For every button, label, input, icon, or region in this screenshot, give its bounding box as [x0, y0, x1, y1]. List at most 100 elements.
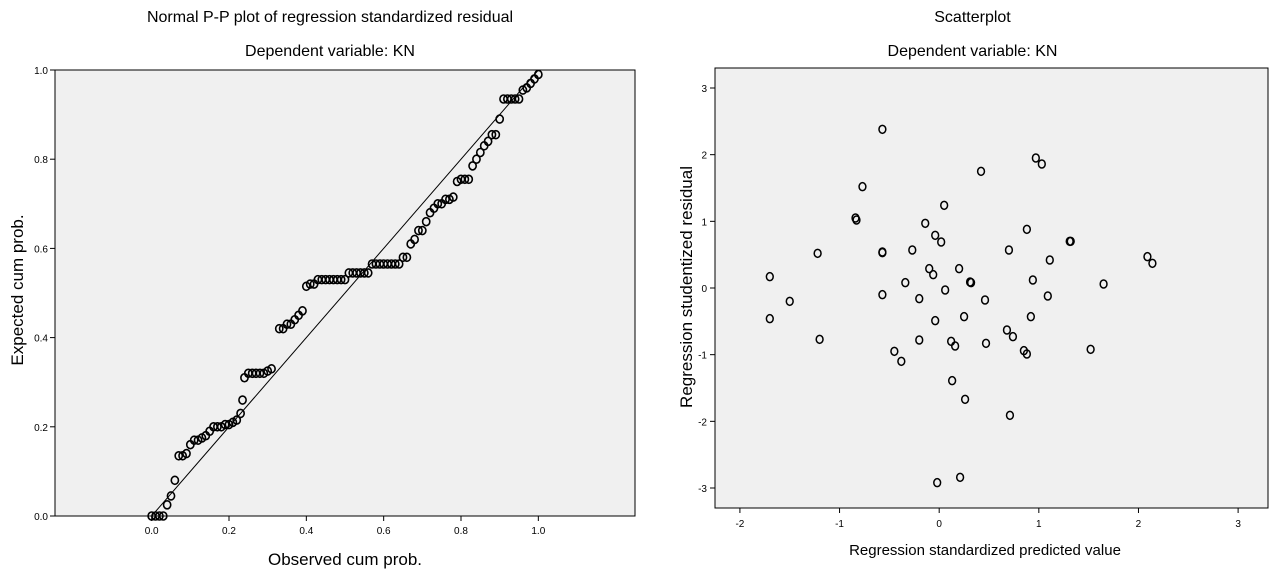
pp-data-point	[238, 395, 247, 405]
pp-data-point	[421, 216, 431, 227]
sc-data-point	[901, 277, 910, 288]
pp-x-tick-label: 0.2	[222, 526, 236, 537]
pp-data-point	[174, 450, 184, 461]
sc-data-point	[954, 263, 964, 274]
pp-data-point	[305, 279, 315, 289]
pp-data-point	[390, 259, 400, 269]
pp-data-point	[441, 194, 450, 205]
sc-data-point	[1026, 311, 1036, 322]
sc-data-point	[852, 215, 861, 225]
pp-y-tick-label: 0.8	[34, 155, 48, 166]
pp-data-point	[363, 268, 373, 278]
sc-data-point	[929, 269, 938, 280]
pp-plot-y-label: Expected cum prob.	[8, 214, 27, 365]
sc-data-point	[815, 334, 824, 345]
pp-data-point	[336, 274, 346, 285]
pp-data-point	[189, 435, 199, 445]
pp-data-point	[533, 69, 543, 80]
sc-data-point	[921, 218, 930, 229]
pp-data-point	[491, 129, 501, 140]
sc-data-point	[1031, 153, 1040, 163]
pp-y-tick-label: 0.6	[34, 244, 48, 255]
sc-data-point	[785, 296, 794, 307]
pp-y-tick-label: 0.4	[34, 334, 48, 345]
pp-data-point	[232, 415, 242, 425]
sc-data-point	[1028, 275, 1038, 285]
pp-data-point	[448, 192, 458, 202]
sc-data-point	[765, 313, 774, 324]
sc-data-point	[1022, 349, 1032, 359]
sc-y-tick-label: 2	[701, 151, 707, 162]
pp-data-point	[162, 500, 172, 510]
pp-data-point	[417, 225, 427, 236]
pp-data-point	[514, 94, 524, 104]
sc-data-point	[955, 472, 965, 483]
sc-x-tick-label: -1	[835, 519, 844, 530]
pp-data-point	[220, 419, 230, 430]
pp-y-tick-label: 0.2	[34, 423, 48, 434]
pp-y-tick-label: 0.0	[34, 512, 48, 523]
sc-data-point	[1066, 236, 1075, 247]
sc-y-tick-label: -2	[698, 417, 707, 428]
sc-data-point	[1086, 344, 1095, 355]
pp-plot-panel: Normal P-P plot of regression standardiz…	[8, 9, 636, 569]
sc-data-point	[765, 271, 774, 282]
sc-data-point	[813, 248, 822, 259]
sc-y-tick-label: -3	[698, 484, 707, 495]
sc-y-tick-label: -1	[698, 351, 707, 362]
sc-data-point	[941, 285, 950, 295]
sc-x-tick-label: 3	[1235, 519, 1241, 530]
sc-x-tick-label: 1	[1036, 519, 1042, 530]
sc-data-point	[959, 311, 969, 322]
sc-y-tick-label: 1	[701, 217, 707, 228]
scatterplot-panel: Scatterplot Dependent variable: KN -2 -1 0…	[640, 0, 1270, 570]
pp-data-point	[154, 511, 164, 521]
sc-data-point	[915, 335, 924, 345]
sc-data-point	[931, 315, 940, 326]
sc-data-point	[1099, 279, 1108, 289]
sc-data-point	[937, 237, 946, 247]
pp-data-point	[414, 225, 423, 236]
sc-data-point	[897, 356, 906, 367]
sc-data-point	[976, 166, 986, 177]
scatterplot-y-label-visible: Regression studentized residual	[677, 166, 696, 408]
pp-data-point	[170, 475, 180, 486]
sc-data-point	[878, 289, 887, 300]
pp-data-point	[433, 199, 443, 209]
pp-data-point	[298, 306, 307, 316]
pp-data-point	[282, 319, 292, 330]
sc-data-point	[933, 477, 942, 488]
pp-data-point	[359, 268, 369, 278]
pp-data-point	[510, 94, 520, 104]
sc-data-point	[960, 394, 970, 405]
sc-data-point	[1148, 258, 1157, 269]
scatterplot-svg: -2 -1 0 1 2 3 3 2 1 0 -1 -2 -3 Regression standardi…	[677, 67, 1269, 559]
pp-data-point	[410, 234, 419, 245]
sc-data-point	[878, 247, 887, 258]
sc-data-point	[858, 181, 867, 192]
pp-data-point	[158, 511, 168, 521]
sc-data-point	[1005, 410, 1015, 421]
pp-data-point	[236, 408, 245, 419]
pp-data-point	[495, 114, 505, 124]
sc-data-point	[878, 124, 887, 135]
pp-data-point	[166, 491, 176, 501]
pp-x-tick-label: 0.6	[377, 526, 391, 537]
scatterplot-area	[714, 67, 1269, 509]
pp-data-point	[468, 161, 477, 171]
sc-data-point	[908, 245, 917, 255]
pp-x-tick-label: 1.0	[531, 526, 545, 537]
pp-x-tick-label: 0.8	[454, 526, 468, 537]
sc-data-point	[1143, 251, 1152, 262]
pp-data-point	[182, 448, 191, 459]
scatterplot-subtitle: Dependent variable: KN	[887, 43, 1058, 60]
pp-x-tick-label: 0.4	[299, 526, 313, 537]
sc-data-point	[1037, 159, 1046, 169]
pp-data-point	[274, 323, 284, 334]
sc-y-tick-label: 3	[701, 84, 707, 95]
pp-data-point	[487, 129, 497, 140]
sc-data-point	[940, 200, 949, 211]
pp-data-point	[475, 147, 485, 158]
pp-data-point	[398, 252, 408, 263]
sc-x-tick-label: -2	[735, 519, 744, 530]
